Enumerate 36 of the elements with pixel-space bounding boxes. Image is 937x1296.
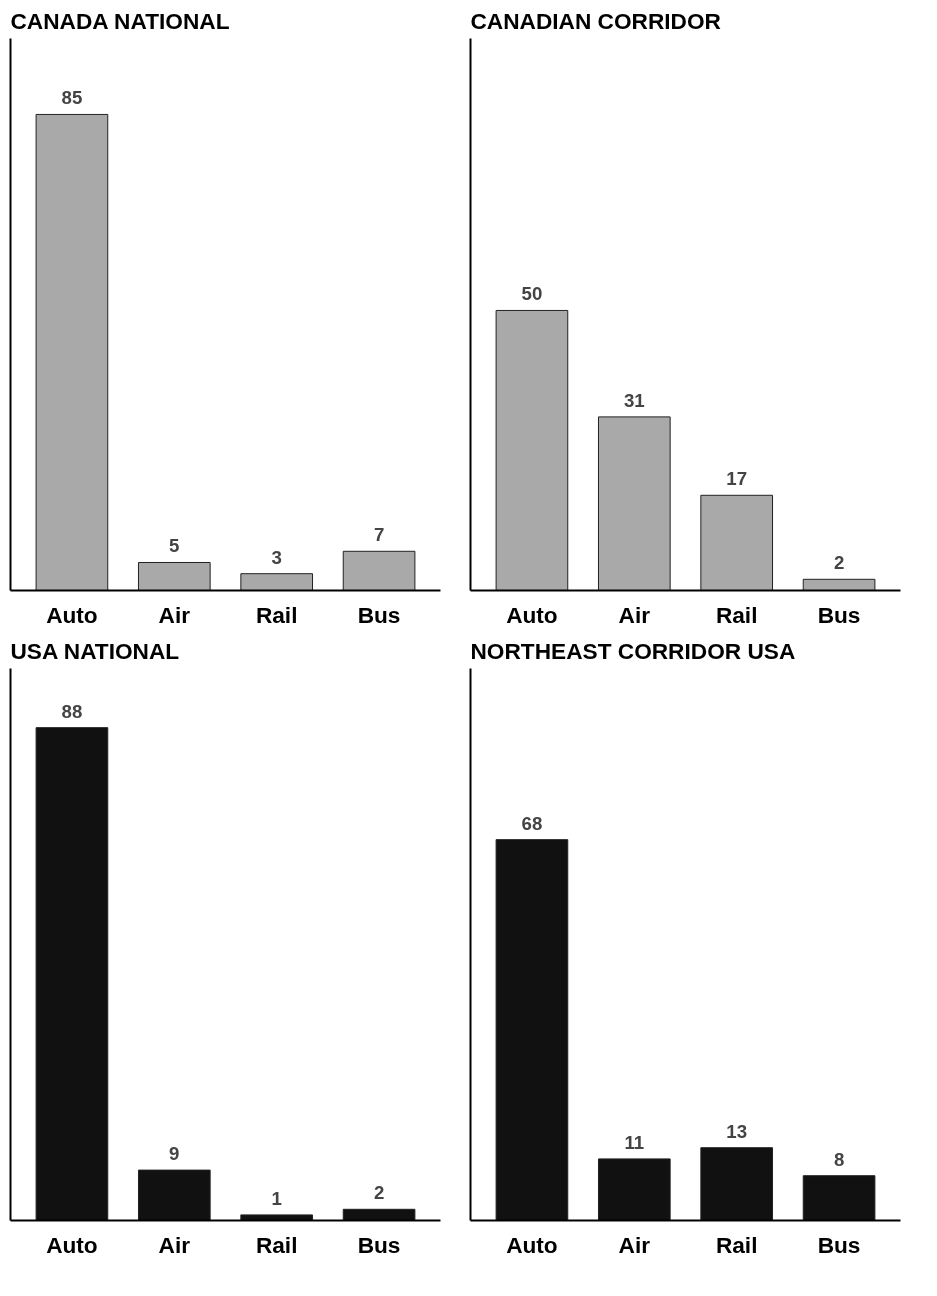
chart-title: USA NATIONAL (10, 637, 180, 664)
x-tick-label: Bus (817, 601, 861, 628)
data-label: 31 (623, 389, 645, 411)
x-tick-label: Auto (46, 601, 98, 628)
data-label: 5 (169, 535, 180, 557)
x-tick-label: Air (158, 601, 191, 628)
x-tick-label: Auto (506, 1231, 558, 1258)
data-label: 85 (61, 87, 83, 109)
chart-title: CANADA NATIONAL (10, 7, 230, 34)
data-label: 8 (833, 1148, 845, 1170)
data-label: 17 (726, 468, 748, 490)
data-label: 68 (521, 812, 543, 834)
chart-title: CANADIAN CORRIDOR (470, 7, 721, 34)
data-label: 50 (521, 283, 543, 305)
x-tick-label: Air (618, 601, 651, 628)
data-label: 2 (833, 552, 845, 574)
data-label: 2 (373, 1182, 385, 1204)
data-label: 3 (271, 546, 282, 568)
x-tick-label: Rail (715, 601, 758, 628)
data-label: 7 (373, 524, 385, 546)
x-tick-label: Auto (46, 1231, 98, 1258)
data-label: 9 (169, 1143, 180, 1165)
data-label: 11 (624, 1131, 645, 1153)
x-tick-label: Bus (817, 1231, 861, 1258)
x-tick-label: Air (618, 1231, 651, 1258)
data-label: 88 (61, 700, 83, 722)
x-tick-label: Rail (715, 1231, 758, 1258)
data-label: 13 (726, 1120, 748, 1142)
x-tick-label: Bus (357, 601, 401, 628)
x-tick-label: Rail (255, 1231, 298, 1258)
x-tick-label: Rail (255, 601, 298, 628)
x-tick-label: Air (158, 1231, 191, 1258)
x-tick-label: Auto (506, 601, 558, 628)
data-label: 1 (271, 1187, 282, 1209)
x-tick-label: Bus (357, 1231, 401, 1258)
chart-title: NORTHEAST CORRIDOR USA (470, 637, 796, 664)
